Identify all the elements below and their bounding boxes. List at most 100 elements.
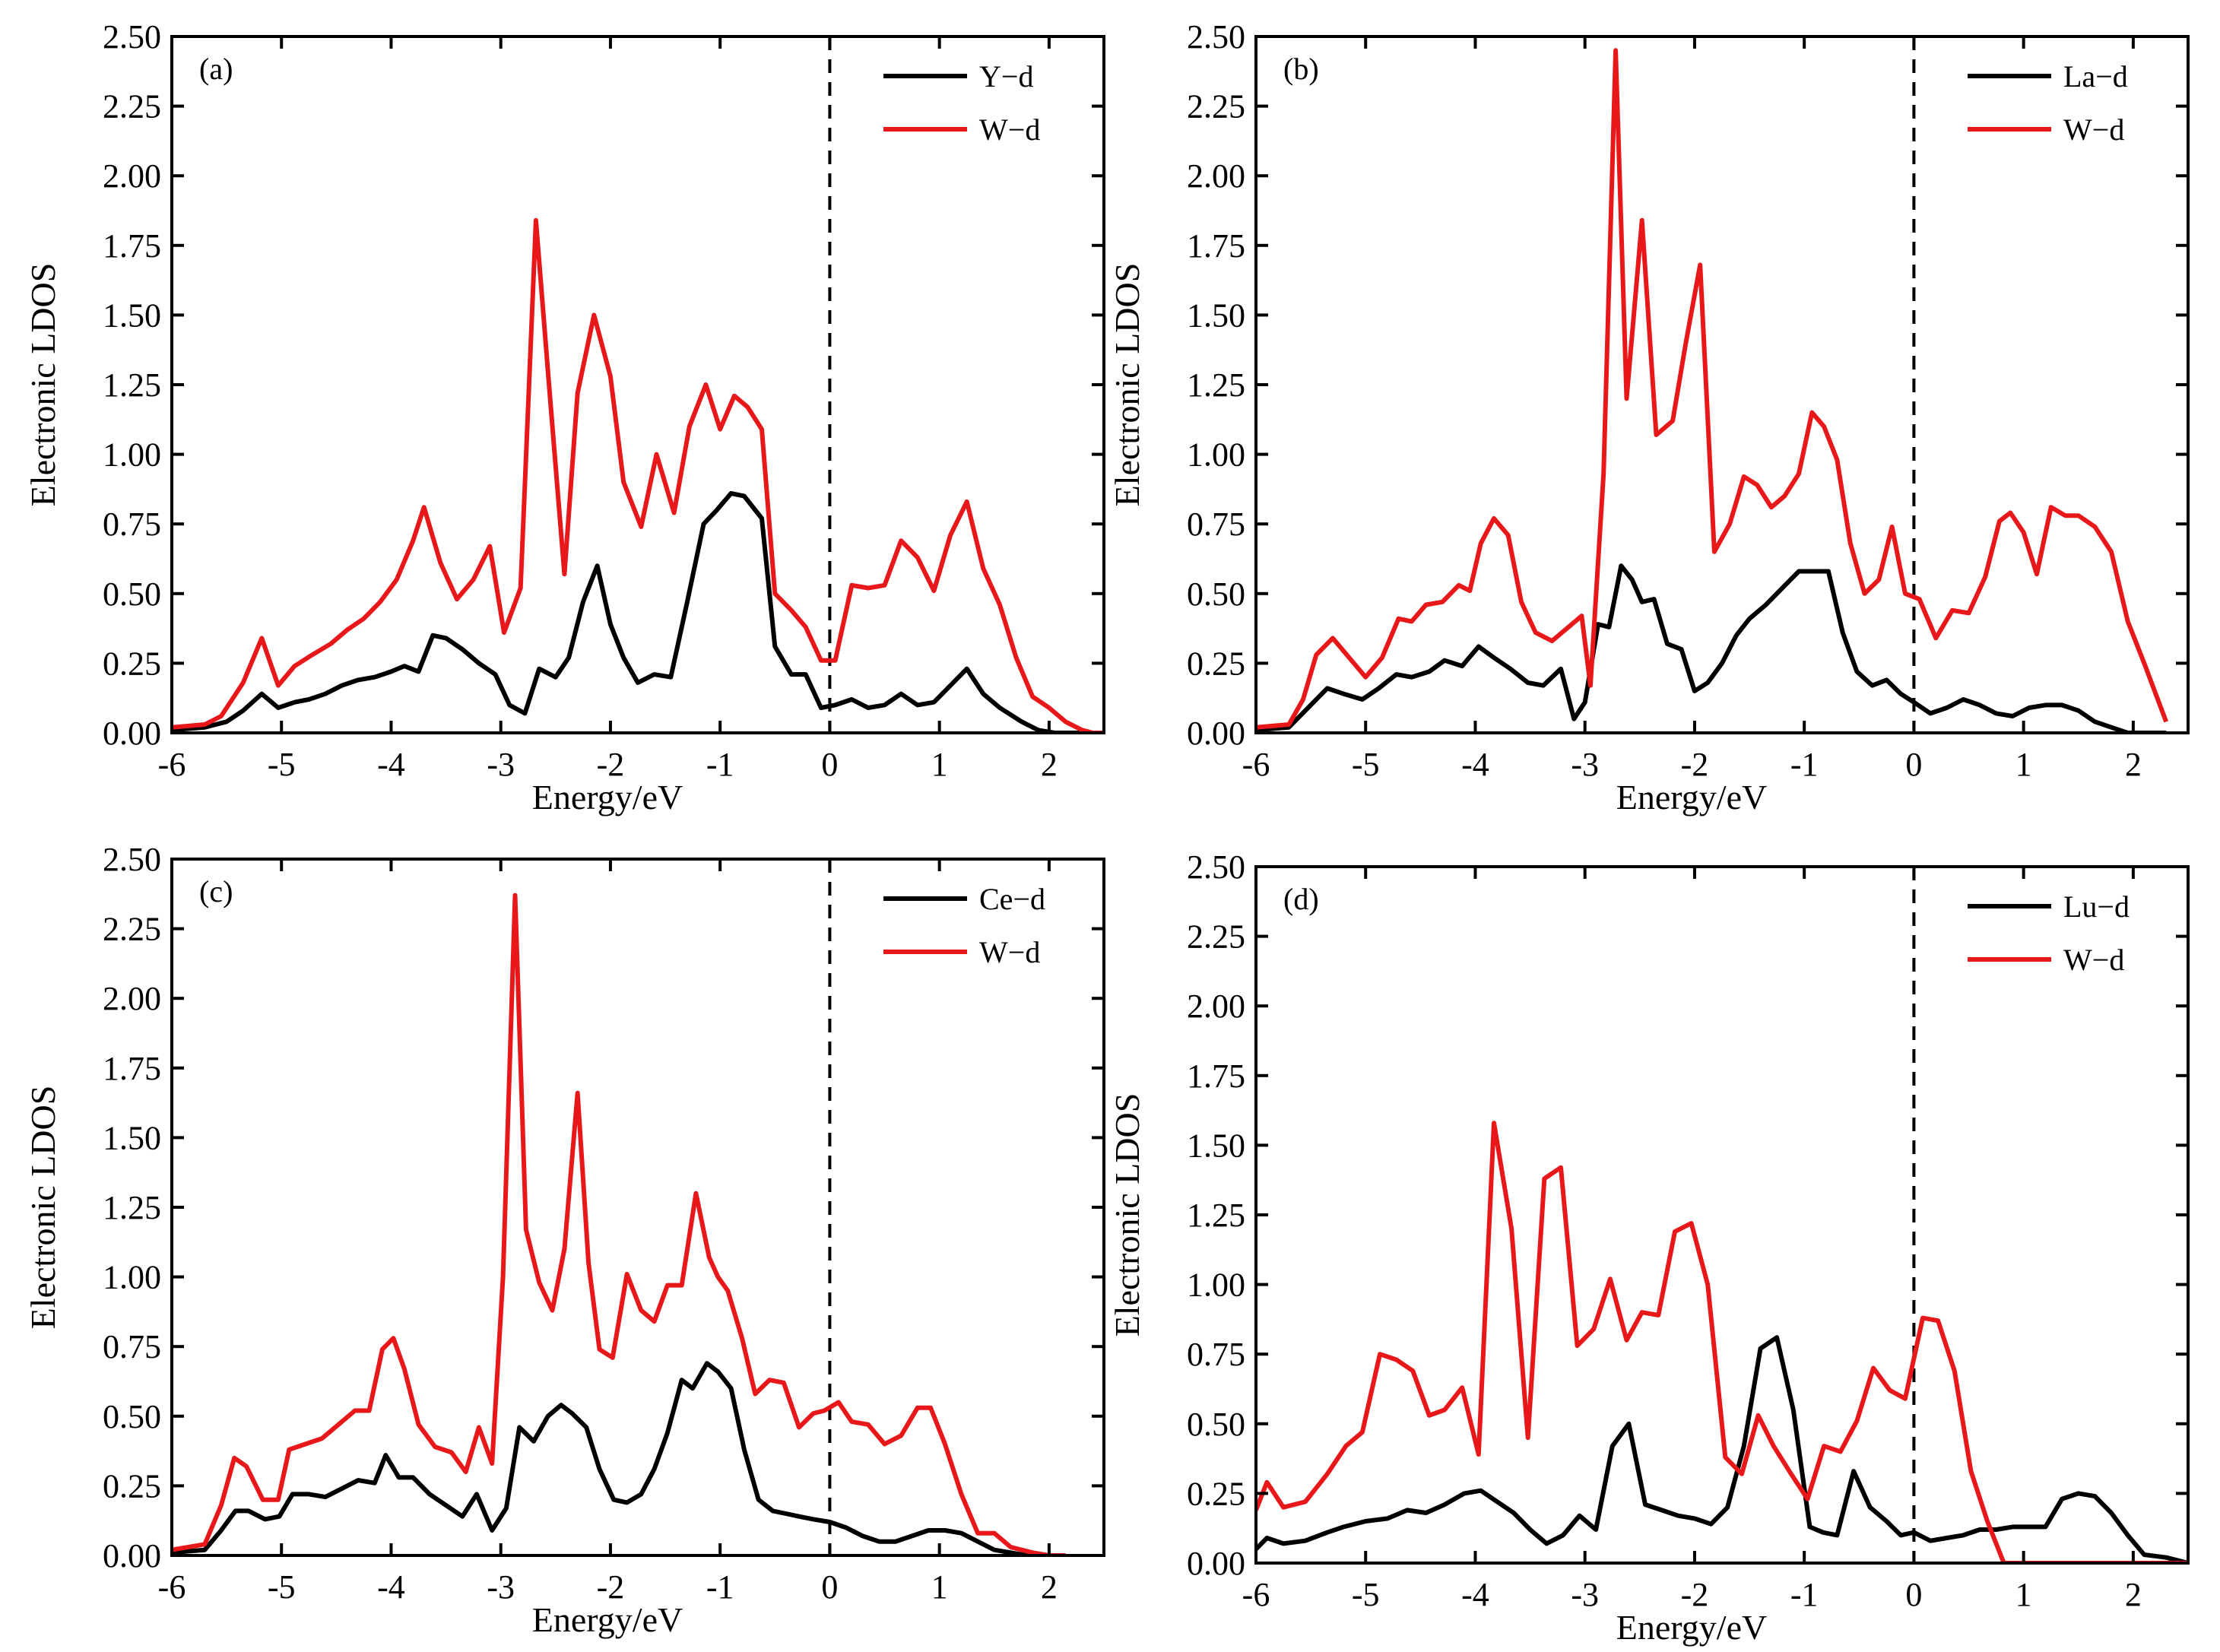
y-tick-label: 0.50 (103, 1398, 161, 1435)
y-tick-label: 0.25 (103, 1467, 161, 1505)
x-tick-label: -2 (597, 1568, 625, 1606)
y-tick-label: 0.00 (1187, 1545, 1245, 1582)
y-tick-label: 1.25 (1187, 366, 1245, 404)
x-axis-title: Energy/eV (1616, 778, 1767, 816)
x-tick-label: 0 (1905, 746, 1922, 783)
y-tick-label: 2.00 (1187, 157, 1245, 195)
y-tick-label: 2.50 (103, 841, 161, 878)
plot-frame (1254, 865, 2190, 1565)
x-tick-label: -6 (158, 1568, 186, 1606)
y-tick-label: 2.25 (1187, 918, 1245, 956)
x-tick-label: -1 (706, 746, 734, 783)
legend-label: Y−d (979, 59, 1033, 94)
y-tick-label: 1.00 (1187, 1267, 1245, 1304)
x-tick-label: -6 (158, 746, 186, 783)
y-tick-label: 1.75 (1187, 227, 1245, 265)
y-axis-title: Electronic LDOS (1108, 263, 1146, 507)
x-tick-label: -2 (1681, 746, 1709, 783)
x-tick-label: -4 (377, 1568, 405, 1606)
x-tick-label: 0 (821, 746, 838, 783)
panel-d: -6 -5 -4 -3 -2 -1 0 1 2 0.00 0.25 0.50 0.75 1.00 1.25 1… (1108, 848, 2190, 1647)
x-tick-label: 1 (931, 746, 948, 783)
y-axis-title: Electronic LDOS (24, 1086, 62, 1330)
y-tick-label: 2.50 (103, 18, 161, 55)
y-tick-label: 0.75 (1187, 1336, 1245, 1373)
y-tick-label: 1.50 (103, 296, 161, 334)
x-tick-label: -5 (268, 1568, 296, 1606)
x-tick-label: 0 (1905, 1576, 1922, 1613)
panel-label: (b) (1283, 52, 1319, 86)
y-tick-label: 1.75 (1187, 1057, 1245, 1095)
x-tick-label: -4 (1461, 746, 1489, 783)
y-tick-label: 2.25 (1187, 88, 1245, 125)
panel-c: -6 -5 -4 -3 -2 -1 0 1 2 0.00 0.25 0.50 0.75 1.00 1.25 1… (24, 841, 1105, 1639)
panel-label: (a) (199, 52, 233, 86)
x-tick-label: -4 (377, 746, 405, 783)
x-tick-label: -6 (1242, 746, 1270, 783)
legend-label: Ce−d (979, 882, 1045, 916)
x-axis-title: Energy/eV (532, 1600, 683, 1639)
legend-label: W−d (979, 113, 1040, 147)
legend-label: Lu−d (2063, 889, 2130, 924)
x-tick-label: 2 (1041, 1568, 1058, 1606)
w-d-series-line (1256, 48, 2169, 730)
x-tick-label: 1 (2015, 746, 2032, 783)
x-tick-label: -1 (1790, 746, 1819, 783)
legend-label: W−d (2063, 113, 2124, 147)
y-tick-label: 2.00 (103, 980, 161, 1017)
w-d-series-line (172, 893, 1066, 1555)
x-tick-label: -6 (1242, 1576, 1270, 1613)
y-tick-label: 0.25 (103, 645, 161, 682)
y-tick-label: 1.50 (1187, 296, 1245, 334)
x-tick-label: 1 (931, 1568, 948, 1606)
y-tick-label: 0.50 (103, 576, 161, 613)
y-tick-label: 1.00 (103, 1259, 161, 1296)
rare-earth-d-series-line (172, 490, 1104, 733)
y-axis-title: Electronic LDOS (24, 263, 62, 507)
x-tick-label: -5 (268, 746, 296, 783)
x-tick-label: 2 (2125, 746, 2142, 783)
x-tick-label: -2 (1681, 1576, 1709, 1613)
y-tick-label: 0.75 (103, 1328, 161, 1365)
x-tick-label: -3 (1571, 1576, 1599, 1613)
rare-earth-d-series-line (1256, 563, 2167, 733)
x-tick-label: -3 (487, 1568, 515, 1606)
plot-frame (170, 35, 1105, 734)
legend-label: W−d (2063, 943, 2124, 977)
x-tick-label: -3 (487, 746, 515, 783)
y-tick-label: 1.25 (103, 1189, 161, 1226)
y-tick-label: 2.00 (103, 157, 161, 195)
rare-earth-d-series-line (172, 1361, 1061, 1555)
x-tick-label: -1 (706, 1568, 734, 1606)
x-tick-label: -4 (1461, 1576, 1489, 1613)
y-tick-label: 1.00 (1187, 436, 1245, 474)
y-axis-title: Electronic LDOS (1108, 1093, 1146, 1337)
x-axis-title: Energy/eV (532, 778, 683, 816)
y-tick-label: 1.75 (103, 227, 161, 265)
y-tick-label: 2.50 (1187, 848, 1245, 886)
x-tick-label: 1 (2015, 1576, 2032, 1613)
rare-earth-d-series-line (1256, 1335, 2188, 1563)
y-tick-label: 1.25 (103, 366, 161, 404)
y-tick-label: 0.25 (1187, 645, 1245, 682)
x-tick-label: 0 (821, 1568, 838, 1606)
legend-label: W−d (979, 935, 1040, 969)
y-tick-label: 1.75 (103, 1050, 161, 1087)
w-d-series-line (172, 217, 1104, 733)
x-tick-label: -5 (1352, 746, 1380, 783)
x-tick-label: -5 (1352, 1576, 1380, 1613)
y-tick-label: 0.25 (1187, 1475, 1245, 1512)
x-tick-label: -2 (597, 746, 625, 783)
y-tick-label: 1.50 (1187, 1127, 1245, 1164)
x-tick-label: -1 (1790, 1576, 1819, 1613)
y-tick-label: 0.50 (1187, 1406, 1245, 1443)
panel-label: (c) (199, 874, 233, 908)
x-tick-label: 2 (1041, 746, 1058, 783)
y-tick-label: 2.50 (1187, 18, 1245, 55)
y-tick-label: 0.75 (103, 506, 161, 543)
y-tick-label: 1.00 (103, 436, 161, 474)
panel-b: -6 -5 -4 -3 -2 -1 0 1 2 0.00 0.25 0.50 0.75 1.00 1.25 1… (1108, 18, 2190, 816)
x-axis-title: Energy/eV (1616, 1608, 1767, 1647)
panel-label: (d) (1283, 882, 1319, 916)
